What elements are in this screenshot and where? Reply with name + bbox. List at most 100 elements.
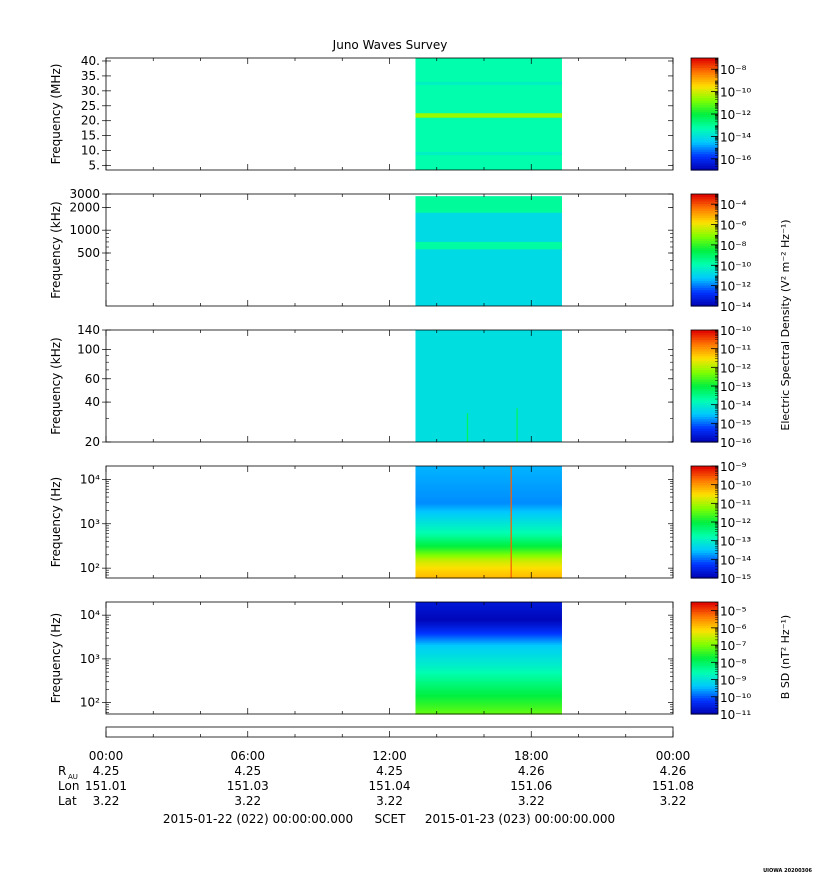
colorbar-segment (691, 468, 718, 472)
colorbar-segment (691, 243, 718, 246)
y-tick-label: 5. (89, 159, 100, 173)
colorbar-segment (691, 566, 718, 570)
colorbar-tick-label: 10⁻¹⁴ (720, 399, 751, 413)
colorbar-segment (691, 93, 718, 96)
colorbar-segment (691, 604, 718, 608)
colorbar-tick-label: 10⁻⁴ (720, 198, 747, 212)
spectral-row (415, 474, 562, 477)
colorbar-segment (691, 139, 718, 143)
colorbar-segment (691, 473, 718, 476)
spectral-row (415, 630, 562, 633)
spectral-row (415, 472, 562, 475)
colorbar-segment (691, 618, 718, 622)
colorbar-segment (691, 79, 718, 82)
colorbar-segment (691, 707, 718, 710)
y-tick-label: 25. (81, 99, 100, 113)
colorbar-segment (691, 268, 718, 272)
colorbar-segment (691, 114, 718, 117)
colorbar-segment (691, 411, 718, 415)
colorbar-segment (691, 217, 718, 221)
colorbar-segment (691, 280, 718, 284)
ephemeris-value: 3.22 (93, 794, 120, 808)
spectral-row (415, 542, 562, 545)
colorbar-segment (691, 367, 718, 371)
y-axis-label: Frequency (Hz) (49, 613, 63, 704)
spectral-row (415, 692, 562, 695)
colorbar-segment (691, 121, 718, 124)
y-tick-label: 60 (85, 372, 100, 386)
colorbar-segment (691, 238, 718, 242)
spectral-row (415, 606, 562, 609)
spectral-row (415, 620, 562, 623)
y-tick-label: 40. (81, 54, 100, 68)
colorbar-segment (691, 519, 718, 523)
colorbar-tick-label: 10⁻⁸ (720, 656, 747, 670)
spectral-band (415, 330, 562, 442)
plot-area (106, 194, 673, 306)
y-tick-label: 30. (81, 84, 100, 98)
spectral-row (415, 670, 562, 673)
spectral-row (415, 518, 562, 521)
colorbar-segment (691, 111, 718, 115)
colorbar-segment (691, 360, 718, 364)
colorbar-segment (691, 165, 718, 169)
colorbar-segment (691, 153, 718, 157)
colorbar-segment (691, 634, 718, 638)
time-axis-strip (105, 726, 674, 738)
colorbar-segment (691, 531, 718, 535)
spectral-row (415, 700, 562, 703)
colorbar-segment (691, 278, 718, 281)
spectral-row (415, 524, 562, 527)
colorbar-segment (691, 430, 718, 434)
spectral-row (415, 602, 562, 605)
colorbar-segment (691, 334, 718, 338)
ephemeris-value: 4.26 (518, 764, 545, 778)
y-tick-label: 20. (81, 114, 100, 128)
colorbar-segment (691, 372, 718, 375)
spectral-row (415, 694, 562, 697)
colorbar-tick-label: 10⁻⁵ (720, 605, 747, 619)
colorbar-segment (691, 543, 718, 546)
colorbar-tick-label: 10⁻¹¹ (720, 497, 751, 511)
ephemeris-value: 3.22 (234, 794, 261, 808)
colorbar-tick-label: 10⁻¹¹ (720, 708, 751, 722)
colorbar-segment (691, 151, 718, 155)
colorbar-segment (691, 641, 718, 645)
colorbar-segment (691, 466, 718, 469)
spectral-row (415, 466, 562, 469)
spectral-row (415, 662, 562, 665)
spectrogram-panel-4: 10⁴ 10³ 10² Frequency (Hz) (49, 465, 674, 579)
colorbar-segment (691, 83, 718, 87)
spectral-row (415, 514, 562, 517)
spectral-row (415, 618, 562, 621)
colorbar-segment (691, 118, 718, 122)
spectral-row (415, 652, 562, 655)
spectral-row (415, 470, 562, 473)
spectral-row (415, 626, 562, 629)
time-tick-label: 00:00 (656, 749, 691, 763)
colorbar-segment (691, 247, 718, 251)
colorbar-segment (691, 508, 718, 511)
colorbar-segment (691, 69, 718, 73)
spectral-row (415, 614, 562, 617)
colorbar-segment (691, 330, 718, 333)
colorbar-segment (691, 470, 718, 474)
spectral-row (415, 572, 562, 575)
colorbar-segment (691, 222, 718, 225)
colorbar-segment (691, 491, 718, 495)
colorbar-segment (691, 561, 718, 565)
colorbar-segment (691, 67, 718, 71)
colorbar-segment (691, 625, 718, 629)
colorbar-segment (691, 526, 718, 530)
colorbar-4: 10⁻⁹ 10⁻¹⁰ 10⁻¹¹ 10⁻¹² 10⁻¹³ 10⁻¹⁴ 10⁻¹⁵ (690, 460, 751, 586)
colorbar-segment (691, 557, 718, 560)
spectral-row (415, 664, 562, 667)
y-tick-label: 10. (81, 144, 100, 158)
ephemeris-value: 4.25 (234, 764, 261, 778)
colorbar-segment (691, 397, 718, 401)
colorbar-segment (691, 100, 718, 103)
colorbar-segment (691, 402, 718, 406)
colorbar-segment (691, 337, 718, 340)
colorbar-segment (691, 480, 718, 483)
spectrogram-data (415, 58, 562, 170)
